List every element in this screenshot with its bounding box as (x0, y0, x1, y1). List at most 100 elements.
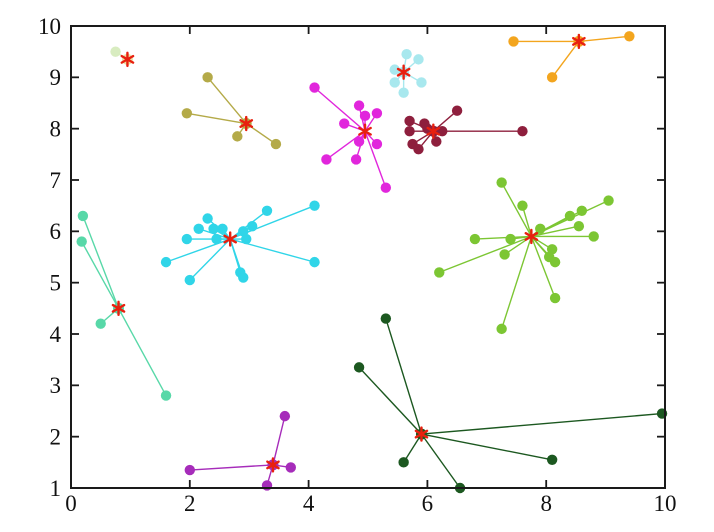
dark-green-cluster-point (398, 457, 409, 468)
orange-cluster-point (508, 36, 519, 47)
olive-cluster-center-asterisk (239, 119, 254, 128)
pale-turquoise-cluster-point (398, 87, 409, 98)
yellow-green-cluster-link-line (521, 205, 533, 237)
magenta-cluster-point (380, 182, 392, 193)
olive-cluster-link-line (207, 76, 247, 124)
orange-cluster-point (546, 72, 558, 83)
maroon-cluster-point (404, 126, 415, 137)
maroon-cluster-point (431, 136, 442, 147)
cyan-cluster-point (181, 233, 193, 245)
spring-green-cluster-point (160, 390, 172, 401)
spring-green-cluster-link-line (117, 307, 167, 396)
pale-green-cluster-center-asterisk (120, 54, 135, 64)
y-tick-label: 3 (50, 373, 62, 398)
y-tick-label: 1 (50, 476, 62, 501)
spring-green-cluster-point (95, 318, 106, 329)
x-tick-label: 0 (65, 491, 77, 516)
yellow-green-cluster-point (499, 249, 510, 260)
yellow-green-cluster-point (496, 323, 507, 335)
dark-green-cluster-link-line (403, 433, 423, 463)
dark-green-cluster-link-line (421, 433, 553, 461)
y-tick-label: 5 (50, 270, 62, 295)
cyan-cluster-link-line (165, 238, 231, 263)
x-tick-label: 8 (540, 491, 552, 516)
yellow-green-cluster-point (434, 267, 445, 278)
orange-cluster-link-line (551, 40, 580, 78)
pale-turquoise-cluster-point (389, 64, 400, 75)
magenta-cluster-center-asterisk (358, 126, 372, 136)
y-tick-label: 4 (50, 322, 62, 347)
yellow-green-cluster-point (573, 221, 585, 232)
x-tick-label: 10 (654, 491, 677, 516)
yellow-green-cluster-point (496, 177, 507, 188)
cyan-cluster-point (208, 223, 219, 234)
yellow-green-cluster-point (588, 231, 599, 242)
magenta-cluster-link-line (314, 87, 366, 132)
pale-green-cluster-point (110, 46, 121, 57)
magenta-cluster-point (339, 118, 350, 129)
cyan-cluster-point (211, 233, 222, 245)
y-tick-label: 7 (50, 168, 62, 193)
maroon-cluster-point (413, 144, 424, 155)
spring-green-cluster-point (77, 210, 89, 222)
yellow-green-cluster-point (469, 233, 481, 245)
cyan-cluster-center-asterisk (223, 234, 238, 244)
x-tick-label: 6 (422, 491, 434, 516)
dark-green-cluster-center-asterisk (414, 429, 429, 439)
pale-turquoise-cluster-center-asterisk (396, 67, 411, 77)
dark-green-cluster-point (546, 454, 558, 465)
cyan-cluster-point (238, 272, 249, 283)
maroon-cluster-center-asterisk (426, 126, 441, 136)
magenta-cluster-point (309, 82, 320, 93)
pale-turquoise-cluster-point (401, 49, 412, 60)
pale-turquoise-cluster-point (389, 77, 400, 88)
purple-cluster-link-line (189, 464, 274, 471)
cyan-cluster-point (202, 213, 213, 224)
purple-cluster-point (184, 464, 195, 476)
orange-cluster-center-asterisk (572, 36, 586, 46)
maroon-cluster-point (404, 115, 415, 127)
magenta-cluster-point (371, 108, 383, 119)
cyan-cluster-link-line (189, 238, 231, 281)
cyan-cluster-point (217, 223, 228, 234)
olive-cluster-link-line (186, 112, 247, 125)
yellow-green-cluster-link-line (439, 235, 532, 274)
dark-green-cluster-point (353, 362, 365, 373)
yellow-green-cluster-link-line (531, 225, 580, 238)
yellow-green-cluster-center-asterisk (524, 232, 539, 241)
y-tick-label: 8 (50, 116, 62, 141)
cyan-cluster-point (160, 256, 172, 268)
magenta-cluster-point (353, 100, 365, 111)
yellow-green-cluster-link-line (501, 182, 532, 237)
yellow-green-cluster-link-line (530, 236, 556, 299)
yellow-green-cluster-point (549, 256, 561, 268)
orange-cluster-link-line (578, 35, 630, 43)
cyan-cluster-point (184, 274, 195, 286)
spring-green-cluster-link-line (82, 215, 120, 309)
dark-green-cluster-point (380, 313, 392, 324)
purple-cluster-point (279, 410, 291, 422)
yellow-green-cluster-point (603, 195, 614, 206)
orange-cluster-point (624, 31, 635, 42)
purple-cluster-point (285, 462, 296, 473)
y-tick-label: 6 (50, 219, 62, 244)
y-tick-label: 9 (50, 65, 62, 90)
dark-green-cluster-link-line (421, 412, 663, 435)
magenta-cluster-point (359, 110, 371, 122)
spring-green-cluster-point (76, 236, 87, 247)
maroon-cluster-point (517, 126, 528, 137)
magenta-cluster-point (350, 154, 362, 165)
x-tick-label: 4 (303, 491, 315, 516)
x-tick-label: 2 (184, 491, 196, 516)
yellow-green-cluster-point (535, 223, 546, 234)
magenta-cluster-link-line (326, 130, 366, 161)
y-tick-label: 10 (38, 14, 61, 39)
dark-green-cluster-link-line (358, 366, 422, 435)
cyan-cluster-point (246, 221, 258, 232)
yellow-green-cluster-point (505, 233, 516, 245)
yellow-green-cluster-point (576, 205, 588, 216)
yellow-green-cluster-link-line (474, 235, 532, 240)
dark-green-cluster-link-line (385, 318, 423, 435)
